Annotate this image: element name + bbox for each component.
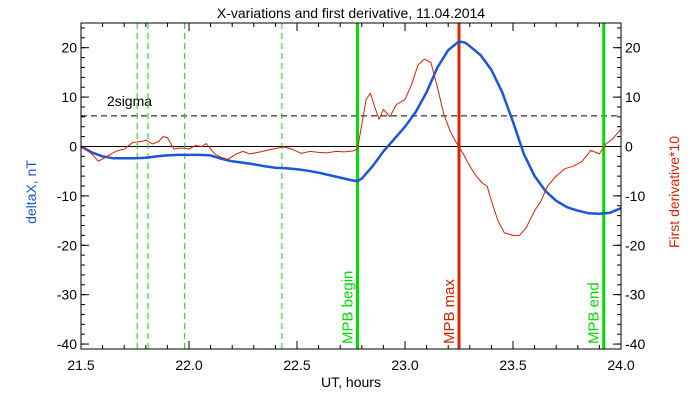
y-tick-label-right: -30 xyxy=(625,287,645,303)
y-tick-label-right: 0 xyxy=(625,138,633,154)
x-tick-label: 21.5 xyxy=(67,357,94,373)
x-tick-label: 22.0 xyxy=(175,357,202,373)
derivative-series-line xyxy=(80,58,622,236)
x-tick-label: 23.0 xyxy=(391,357,418,373)
x-tick-label: 22.5 xyxy=(283,357,310,373)
y-tick-label-left: 10 xyxy=(61,89,77,105)
y-tick-label-left: 0 xyxy=(69,138,77,154)
y-tick-label-left: 20 xyxy=(61,40,77,56)
y-tick-label-right: -40 xyxy=(625,336,645,352)
y-axis-right-label: First derivative*10 xyxy=(666,136,682,248)
x-tick-label: 23.5 xyxy=(499,357,526,373)
sigma-label: 2sigma xyxy=(107,93,152,109)
y-tick-label-right: -20 xyxy=(625,237,645,253)
x-axis-label: UT, hours xyxy=(321,374,381,390)
y-tick-label-left: -40 xyxy=(57,336,77,352)
y-tick-label-right: -10 xyxy=(625,188,645,204)
y-tick-label-left: -20 xyxy=(57,237,77,253)
y-tick-label-right: 10 xyxy=(625,89,641,105)
x-tick-label: 24.0 xyxy=(607,357,634,373)
y-tick-label-right: 20 xyxy=(625,40,641,56)
y-tick-label-left: -10 xyxy=(57,188,77,204)
marker-label: MPB end xyxy=(586,282,603,344)
y-tick-label-left: -30 xyxy=(57,287,77,303)
marker-label: MPB max xyxy=(441,278,458,344)
chart-title: X-variations and first derivative, 11.04… xyxy=(217,5,485,21)
marker-label: MPB begin xyxy=(339,271,356,344)
y-axis-left-label: deltaX, nT xyxy=(23,160,39,224)
deltaX-series-line xyxy=(80,40,622,215)
